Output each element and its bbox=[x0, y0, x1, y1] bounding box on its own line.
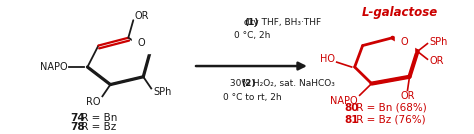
Text: NAPO: NAPO bbox=[330, 96, 358, 106]
Text: R = Bz: R = Bz bbox=[79, 122, 117, 133]
Text: dry THF, BH₃·THF: dry THF, BH₃·THF bbox=[241, 18, 321, 27]
Text: RO: RO bbox=[86, 97, 100, 107]
Text: R = Bz (76%): R = Bz (76%) bbox=[353, 115, 425, 125]
Text: (1): (1) bbox=[245, 18, 259, 27]
Text: O: O bbox=[401, 37, 408, 47]
Text: OR: OR bbox=[134, 11, 149, 21]
Text: OR: OR bbox=[400, 91, 415, 101]
Text: 0 °C, 2h: 0 °C, 2h bbox=[234, 31, 270, 40]
Text: R = Bn (68%): R = Bn (68%) bbox=[353, 103, 427, 113]
Text: OR: OR bbox=[429, 56, 444, 66]
Text: 0 °C to rt, 2h: 0 °C to rt, 2h bbox=[223, 93, 281, 102]
Text: 80: 80 bbox=[345, 103, 359, 113]
Text: SPh: SPh bbox=[153, 87, 172, 97]
Text: 81: 81 bbox=[345, 115, 359, 125]
Text: 78: 78 bbox=[71, 122, 85, 133]
Text: L-galactose: L-galactose bbox=[361, 6, 438, 19]
Text: R = Bn: R = Bn bbox=[79, 113, 118, 123]
Text: 74: 74 bbox=[71, 113, 85, 123]
Text: HO: HO bbox=[319, 54, 335, 64]
Text: 30% H₂O₂, sat. NaHCO₃: 30% H₂O₂, sat. NaHCO₃ bbox=[227, 79, 335, 88]
Text: (2): (2) bbox=[242, 79, 256, 88]
Text: O: O bbox=[137, 38, 145, 48]
Text: NAPO: NAPO bbox=[40, 62, 67, 72]
Text: SPh: SPh bbox=[429, 37, 448, 47]
